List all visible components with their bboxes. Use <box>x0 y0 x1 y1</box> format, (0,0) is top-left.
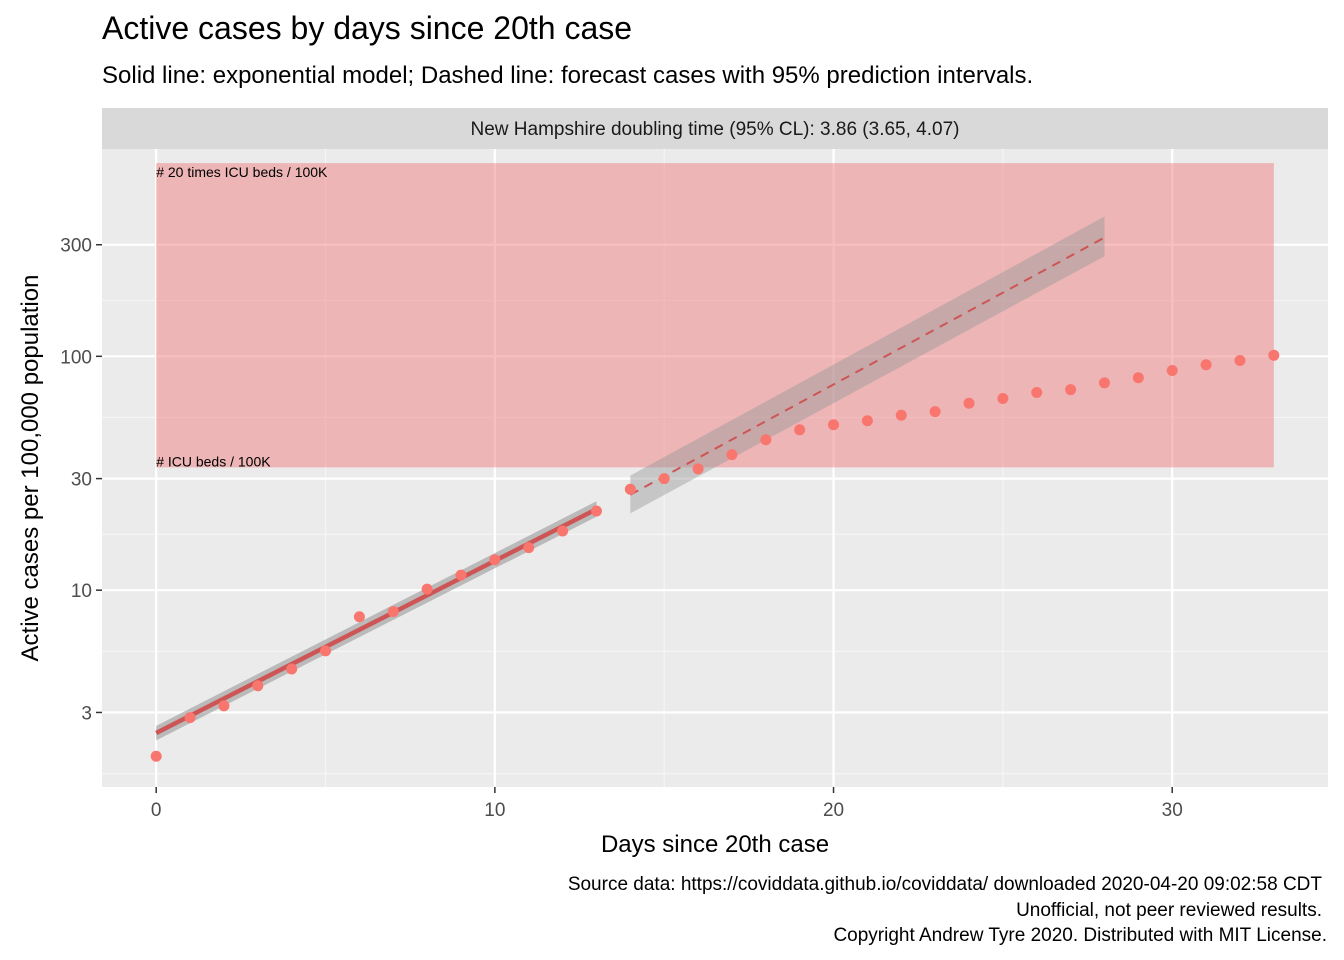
observed-point <box>692 463 704 475</box>
x-tick-label: 20 <box>823 800 844 821</box>
observed-point <box>828 419 840 431</box>
observed-point <box>895 409 907 421</box>
observed-point <box>963 397 975 409</box>
y-tick-label: 3 <box>81 703 92 724</box>
observed-point <box>658 473 670 485</box>
y-tick-label: 100 <box>60 347 92 368</box>
x-tick-label: 0 <box>151 800 162 821</box>
observed-point <box>421 583 433 595</box>
observed-point <box>455 569 467 581</box>
observed-point <box>624 483 636 495</box>
observed-point <box>760 434 772 446</box>
forecast-line <box>629 236 1105 496</box>
y-axis-label: Active cases per 100,000 population <box>17 275 44 662</box>
observed-points <box>150 349 1280 762</box>
facet-label: New Hampshire doubling time (95% CL): 3.… <box>471 119 960 140</box>
observed-point <box>353 611 365 623</box>
observed-point <box>997 393 1009 405</box>
observed-point <box>1268 349 1280 361</box>
observed-point <box>184 712 196 724</box>
caption-line-1: Source data: https://coviddata.github.io… <box>568 874 1323 895</box>
observed-point <box>387 606 399 618</box>
observed-point <box>557 525 569 537</box>
observed-point <box>489 554 501 566</box>
chart-title: Active cases by days since 20th case <box>102 10 632 46</box>
x-axis-label: Days since 20th case <box>601 831 829 858</box>
observed-point <box>1031 387 1043 399</box>
y-tick-label: 30 <box>71 470 92 491</box>
observed-point <box>1234 354 1246 366</box>
observed-point <box>861 415 873 427</box>
observed-point <box>726 449 738 461</box>
observed-point <box>1166 364 1178 376</box>
y-tick-label: 10 <box>71 581 92 602</box>
observed-point <box>252 680 264 692</box>
observed-point <box>286 663 298 675</box>
observed-point <box>320 645 332 657</box>
observed-point <box>218 700 230 712</box>
observed-point <box>1065 384 1077 396</box>
observed-point <box>929 406 941 418</box>
observed-point <box>1200 359 1212 371</box>
observed-point <box>590 505 602 517</box>
observed-point <box>1132 372 1144 384</box>
facet-strip <box>102 108 1328 149</box>
y-axis: 3 10 30 100 300 <box>60 236 102 724</box>
icu-lower-label: # ICU beds / 100K <box>156 453 271 469</box>
model-fit-line <box>155 507 598 736</box>
caption-line-3: Copyright Andrew Tyre 2020. Distributed … <box>833 925 1327 946</box>
observed-point <box>794 424 806 436</box>
icu-band <box>156 163 1274 468</box>
observed-point <box>150 750 162 762</box>
caption-line-2: Unofficial, not peer reviewed results. <box>1016 900 1322 921</box>
observed-point <box>1098 377 1110 389</box>
forecast-prediction-band <box>630 216 1105 514</box>
x-tick-label: 10 <box>484 800 505 821</box>
chart-subtitle: Solid line: exponential model; Dashed li… <box>102 62 1033 89</box>
x-axis: 0 10 20 30 <box>151 787 1183 821</box>
x-tick-label: 30 <box>1162 800 1183 821</box>
icu-upper-label: # 20 times ICU beds / 100K <box>156 164 328 180</box>
y-tick-label: 300 <box>60 236 92 257</box>
observed-point <box>523 542 535 554</box>
